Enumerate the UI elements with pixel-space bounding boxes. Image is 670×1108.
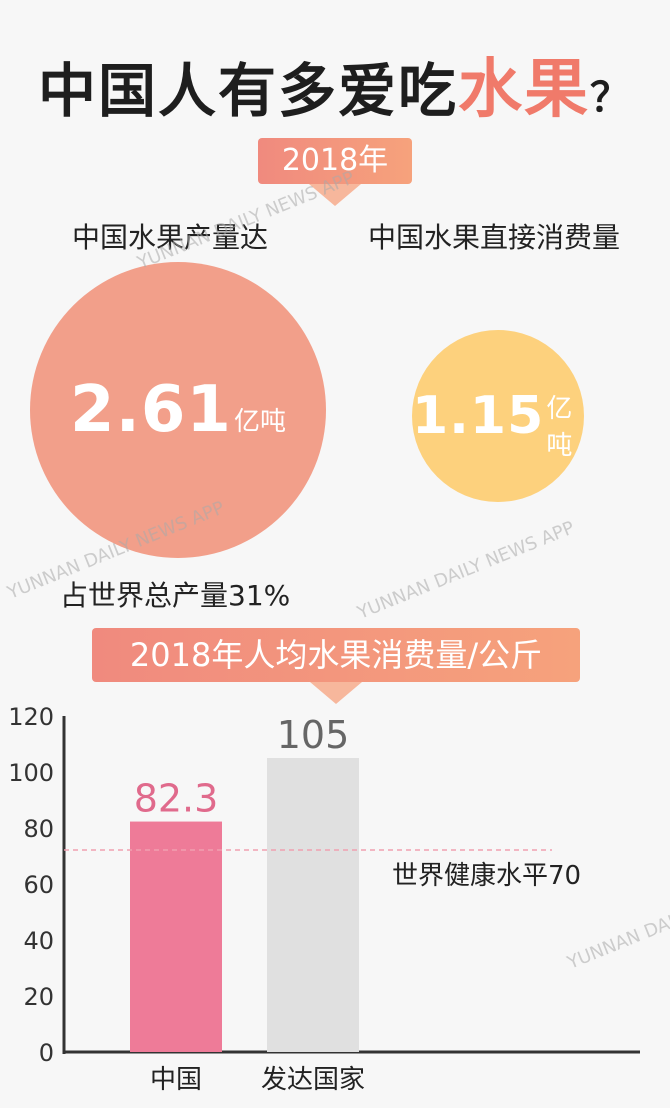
year-banner: 2018年 bbox=[258, 138, 412, 206]
share-note: 占世界总产量31% bbox=[60, 579, 291, 612]
production-value: 2.61 bbox=[70, 373, 232, 447]
data-label: 82.3 bbox=[134, 777, 219, 821]
bar bbox=[267, 758, 359, 1052]
data-label: 105 bbox=[277, 713, 350, 757]
bar bbox=[130, 821, 222, 1052]
title-main: 中国人有多爱吃 bbox=[37, 57, 458, 125]
consumption-value: 1.15 bbox=[412, 386, 545, 446]
per-capita-banner: 2018年人均水果消费量/公斤 bbox=[92, 628, 580, 704]
title-question-mark: ？ bbox=[590, 75, 632, 121]
production-circle: 2.61 亿吨 bbox=[30, 262, 326, 558]
consumption-unit: 亿吨 bbox=[546, 394, 573, 461]
reference-line-label: 世界健康水平70 bbox=[392, 861, 581, 891]
x-tick-label: 中国 bbox=[150, 1065, 202, 1095]
x-tick-label: 发达国家 bbox=[261, 1065, 365, 1095]
y-tick-label: 40 bbox=[23, 927, 54, 955]
y-tick-label: 20 bbox=[23, 983, 54, 1011]
consumption-circle: 1.15 亿吨 bbox=[412, 330, 584, 502]
production-unit: 亿吨 bbox=[233, 406, 286, 437]
y-tick-label: 60 bbox=[23, 871, 54, 899]
production-label: 中国水果产量达 bbox=[72, 221, 269, 254]
y-tick-label: 100 bbox=[8, 759, 54, 787]
y-tick-label: 80 bbox=[23, 815, 54, 843]
consumption-label: 中国水果直接消费量 bbox=[368, 221, 621, 254]
y-tick-label: 0 bbox=[39, 1039, 54, 1067]
y-tick-label: 120 bbox=[8, 703, 54, 731]
page-title: 中国人有多爱吃水果？ bbox=[0, 38, 670, 130]
title-highlight: 水果 bbox=[458, 53, 590, 127]
